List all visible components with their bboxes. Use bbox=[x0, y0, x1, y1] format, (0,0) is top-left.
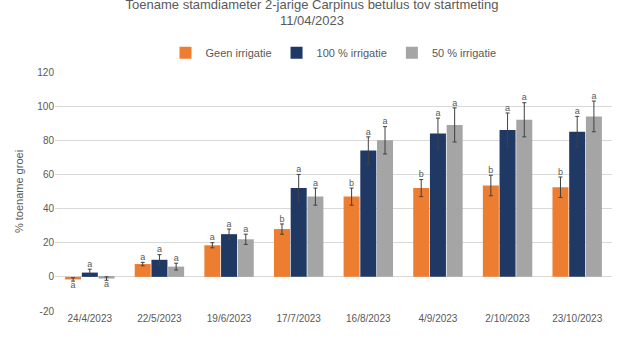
svg-text:16/8/2023: 16/8/2023 bbox=[346, 313, 391, 324]
svg-text:20: 20 bbox=[43, 237, 55, 248]
svg-text:2/10/2023: 2/10/2023 bbox=[485, 313, 530, 324]
svg-text:b: b bbox=[488, 165, 493, 175]
svg-text:a: a bbox=[313, 178, 318, 188]
svg-text:a: a bbox=[296, 164, 301, 174]
svg-text:b: b bbox=[349, 178, 354, 188]
svg-text:a: a bbox=[366, 127, 371, 137]
svg-text:Toename stamdiameter 2-jarige: Toename stamdiameter 2-jarige Carpinus b… bbox=[126, 0, 499, 28]
svg-text:-20: -20 bbox=[40, 306, 55, 317]
svg-text:24/4/2023: 24/4/2023 bbox=[68, 313, 113, 324]
svg-text:a: a bbox=[104, 279, 109, 289]
svg-text:a: a bbox=[591, 91, 596, 101]
svg-text:a: a bbox=[227, 219, 232, 229]
svg-text:a: a bbox=[140, 252, 145, 262]
svg-text:22/5/2023: 22/5/2023 bbox=[137, 313, 182, 324]
svg-text:80: 80 bbox=[43, 135, 55, 146]
svg-text:b: b bbox=[558, 167, 563, 177]
svg-text:a: a bbox=[174, 253, 179, 263]
svg-text:Geen irrigatie: Geen irrigatie bbox=[206, 47, 272, 59]
svg-text:a: a bbox=[452, 98, 457, 108]
svg-text:b: b bbox=[419, 169, 424, 179]
svg-text:23/10/2023: 23/10/2023 bbox=[552, 313, 602, 324]
svg-text:50 % irrigatie: 50 % irrigatie bbox=[432, 47, 496, 59]
svg-text:a: a bbox=[505, 103, 510, 113]
svg-text:a: a bbox=[157, 244, 162, 254]
svg-text:a: a bbox=[435, 108, 440, 118]
svg-text:17/7/2023: 17/7/2023 bbox=[276, 313, 321, 324]
svg-text:a: a bbox=[522, 92, 527, 102]
svg-text:a: a bbox=[71, 280, 76, 290]
svg-text:a: a bbox=[383, 116, 388, 126]
svg-text:a: a bbox=[575, 106, 580, 116]
svg-text:100: 100 bbox=[37, 101, 54, 112]
svg-text:b: b bbox=[279, 214, 284, 224]
svg-text:4/9/2023: 4/9/2023 bbox=[418, 313, 457, 324]
svg-text:0: 0 bbox=[48, 271, 54, 282]
svg-text:40: 40 bbox=[43, 203, 55, 214]
svg-text:a: a bbox=[210, 232, 215, 242]
svg-text:a: a bbox=[243, 224, 248, 234]
svg-text:% toename groei: % toename groei bbox=[13, 150, 25, 233]
svg-text:a: a bbox=[87, 259, 92, 269]
svg-text:120: 120 bbox=[37, 67, 54, 78]
svg-text:100 % irrigatie: 100 % irrigatie bbox=[317, 47, 387, 59]
svg-text:60: 60 bbox=[43, 169, 55, 180]
svg-text:19/6/2023: 19/6/2023 bbox=[207, 313, 252, 324]
